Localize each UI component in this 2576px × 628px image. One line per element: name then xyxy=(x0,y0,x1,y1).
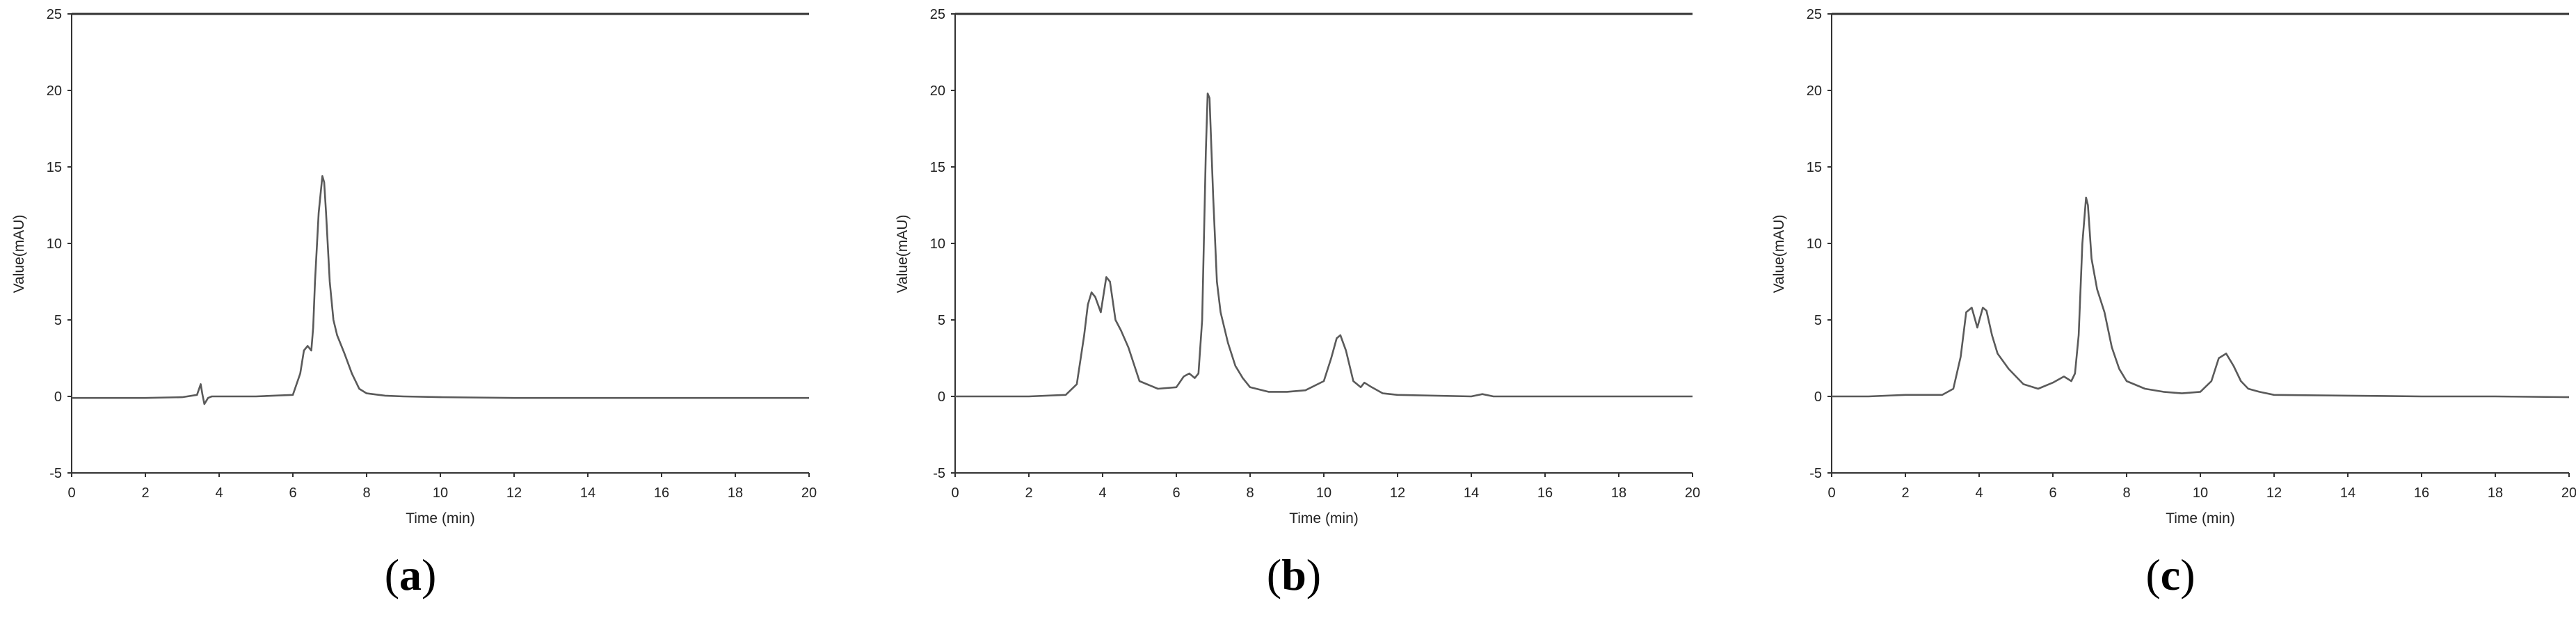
x-tick-label: 10 xyxy=(1316,485,1331,501)
x-tick-label: 14 xyxy=(2340,485,2355,501)
x-tick-label: 0 xyxy=(67,485,75,501)
x-tick-label: 18 xyxy=(2488,485,2503,501)
x-tick-label: 8 xyxy=(362,485,370,501)
y-axis-title: Value(mAU) xyxy=(11,215,27,293)
x-tick-label: 4 xyxy=(215,485,223,501)
caption-close-paren: ) xyxy=(1306,550,1322,599)
x-tick-label: 2 xyxy=(1025,485,1032,501)
x-tick-label: 12 xyxy=(1390,485,1405,501)
x-tick-label: 16 xyxy=(654,485,669,501)
caption-close-paren: ) xyxy=(422,550,437,599)
x-tick-label: 16 xyxy=(2414,485,2429,501)
y-tick-label: 25 xyxy=(47,7,62,22)
chromatogram-trace xyxy=(72,175,809,405)
x-tick-label: 20 xyxy=(801,485,817,501)
y-tick-label: 20 xyxy=(47,83,62,99)
y-axis-title: Value(mAU) xyxy=(895,215,911,293)
y-tick-label: 10 xyxy=(930,236,945,252)
x-tick-label: 18 xyxy=(1611,485,1626,501)
x-tick-label: 6 xyxy=(289,485,296,501)
chart-svg-c: -5 0 5 10 15 20 25 0 2 4 6 8 10 12 14 16 18 20 Time (min) V… xyxy=(1771,7,2576,526)
chart-panel-c: -5 0 5 10 15 20 25 0 2 4 6 8 10 12 14 16 18 20 Time (min) V… xyxy=(1760,0,2576,628)
x-tick-label: 18 xyxy=(728,485,743,501)
y-tick-label: -5 xyxy=(933,466,945,481)
chart-svg-b: -5 0 5 10 15 20 25 0 2 4 6 8 10 12 14 16 18 20 Time (min) V… xyxy=(895,7,1700,526)
y-tick-label: 25 xyxy=(930,7,945,22)
caption-letter: b xyxy=(1281,550,1306,599)
x-tick-label: 20 xyxy=(1685,485,1700,501)
y-tick-label: 20 xyxy=(930,83,945,99)
y-tick-label: 15 xyxy=(1807,160,1822,175)
y-tick-label: 0 xyxy=(938,389,945,405)
chromatogram-trace xyxy=(955,92,1693,398)
x-tick-label: 20 xyxy=(2561,485,2576,501)
x-tick-label: 2 xyxy=(141,485,149,501)
y-tick-label: 5 xyxy=(54,313,62,328)
x-axis-title: Time (min) xyxy=(2166,510,2235,526)
panel-caption-a: (a) xyxy=(341,549,480,601)
x-tick-label: 6 xyxy=(2049,485,2056,501)
caption-letter: c xyxy=(2160,550,2181,599)
y-tick-label: 5 xyxy=(938,313,945,328)
x-tick-label: 14 xyxy=(1464,485,1479,501)
x-tick-label: 16 xyxy=(1537,485,1553,501)
x-tick-label: 12 xyxy=(2266,485,2282,501)
y-tick-label: 0 xyxy=(54,389,62,405)
x-tick-label: 2 xyxy=(1901,485,1909,501)
y-tick-label: 15 xyxy=(47,160,62,175)
x-axis-title: Time (min) xyxy=(406,510,475,526)
chromatogram-trace xyxy=(1832,196,2570,398)
x-tick-label: 6 xyxy=(1172,485,1180,501)
x-tick-label: 8 xyxy=(2122,485,2130,501)
y-tick-label: 15 xyxy=(930,160,945,175)
panel-caption-c: (c) xyxy=(2101,549,2240,601)
y-tick-label: 5 xyxy=(1814,313,1822,328)
x-tick-label: 4 xyxy=(1098,485,1106,501)
y-tick-label: 20 xyxy=(1807,83,1822,99)
panel-caption-b: (b) xyxy=(1224,549,1363,601)
y-tick-label: 0 xyxy=(1814,389,1822,405)
x-axis-title: Time (min) xyxy=(1289,510,1359,526)
caption-letter: a xyxy=(399,550,422,599)
y-tick-label: -5 xyxy=(1809,466,1822,481)
x-tick-label: 10 xyxy=(433,485,448,501)
chart-panel-a: -5 0 5 10 15 20 25 0 2 4 6 8 10 12 14 16 18 20 Time (min) V… xyxy=(0,0,835,628)
caption-open-paren: ( xyxy=(1266,550,1282,599)
caption-close-paren: ) xyxy=(2180,550,2195,599)
y-tick-label: 25 xyxy=(1807,7,1822,22)
chart-panel-b: -5 0 5 10 15 20 25 0 2 4 6 8 10 12 14 16 18 20 Time (min) V… xyxy=(883,0,1718,628)
chart-svg-a: -5 0 5 10 15 20 25 0 2 4 6 8 10 12 14 16 18 20 Time (min) V… xyxy=(11,7,817,526)
x-tick-label: 4 xyxy=(1975,485,1983,501)
y-axis-title: Value(mAU) xyxy=(1771,215,1787,293)
y-tick-label: 10 xyxy=(47,236,62,252)
caption-open-paren: ( xyxy=(2145,550,2161,599)
x-tick-label: 8 xyxy=(1246,485,1254,501)
y-tick-label: 10 xyxy=(1807,236,1822,252)
caption-open-paren: ( xyxy=(384,550,399,599)
x-tick-label: 0 xyxy=(951,485,959,501)
x-tick-label: 12 xyxy=(506,485,522,501)
x-tick-label: 0 xyxy=(1827,485,1835,501)
x-tick-label: 10 xyxy=(2193,485,2208,501)
y-tick-label: -5 xyxy=(49,466,62,481)
x-tick-label: 14 xyxy=(580,485,595,501)
